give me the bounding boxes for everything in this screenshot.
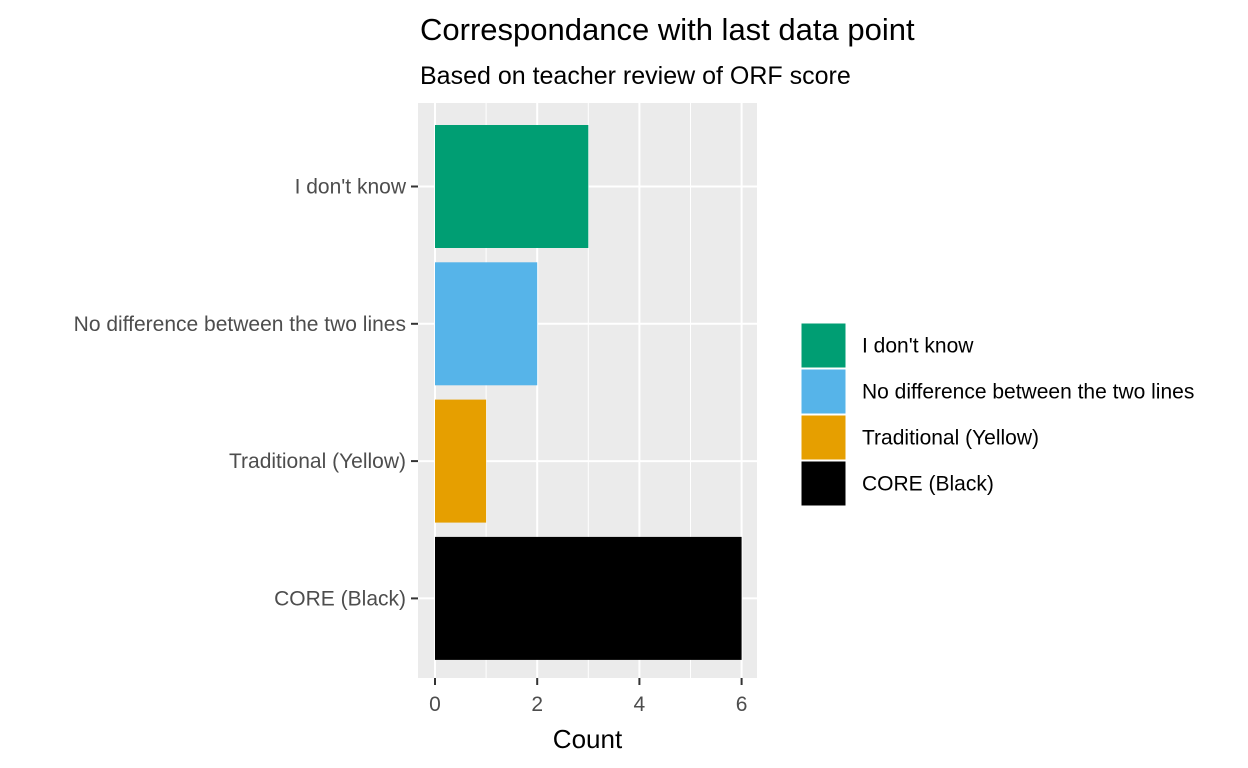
x-axis: 0 2 4 6: [429, 678, 747, 716]
x-tick-label: 6: [736, 693, 748, 716]
y-tick-label: I don't know: [295, 176, 407, 199]
legend-key: [800, 414, 847, 461]
x-tick-label: 0: [429, 693, 441, 716]
bar: [435, 399, 487, 523]
legend: I don't know No difference between the tw…: [800, 322, 1194, 507]
legend-label: Traditional (Yellow): [862, 427, 1039, 450]
y-axis: I don't know No difference between the tw…: [74, 176, 418, 610]
legend-key: [800, 368, 847, 415]
y-tick-label: Traditional (Yellow): [229, 450, 406, 473]
legend-label: I don't know: [862, 335, 974, 358]
legend-label: CORE (Black): [862, 473, 994, 496]
x-axis-title: Count: [553, 724, 623, 754]
legend-label: No difference between the two lines: [862, 381, 1194, 404]
y-tick-label: CORE (Black): [274, 587, 406, 610]
bar: [435, 262, 538, 386]
y-tick-label: No difference between the two lines: [74, 313, 406, 336]
legend-key: [800, 460, 847, 507]
legend-key: [800, 322, 847, 369]
bar: [435, 125, 589, 248]
chart-title: Correspondance with last data point: [420, 12, 915, 47]
bars: [435, 125, 742, 660]
chart-subtitle: Based on teacher review of ORF score: [420, 62, 851, 90]
x-tick-label: 2: [531, 693, 543, 716]
x-tick-label: 4: [634, 693, 646, 716]
bar: [435, 536, 742, 660]
